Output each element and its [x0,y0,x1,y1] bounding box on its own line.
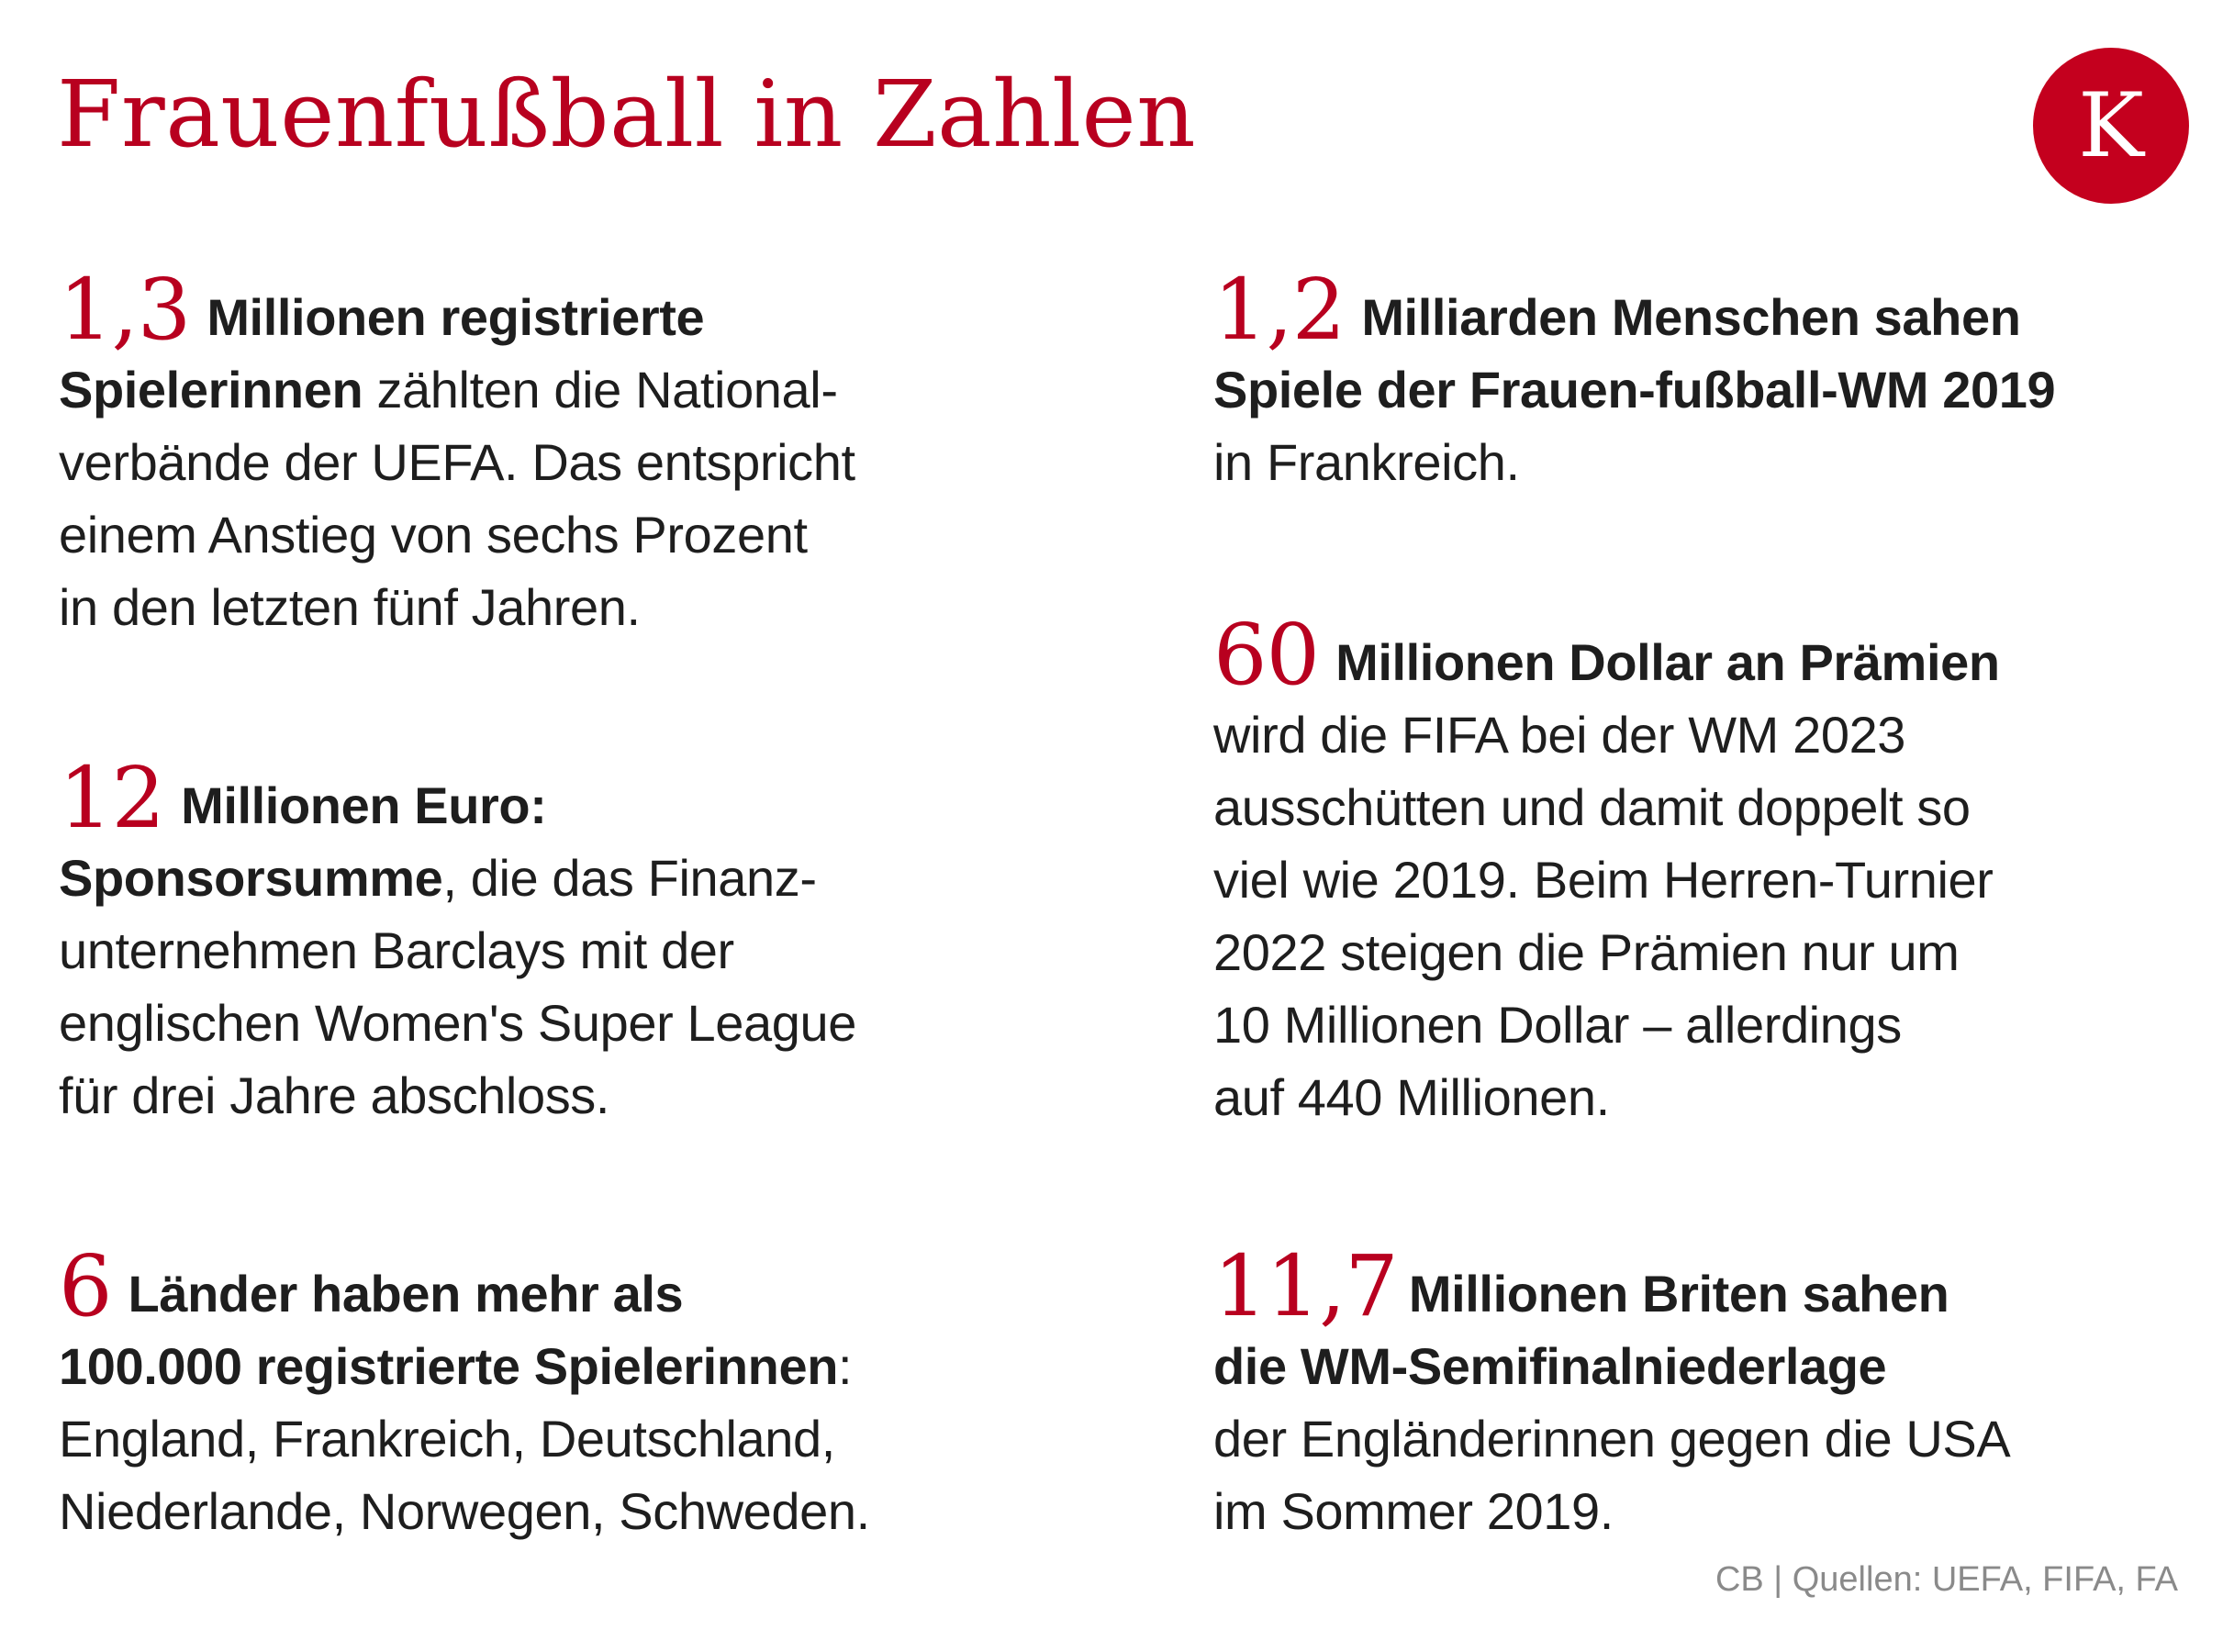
fact-text: in den letzten fünf Jahren. [59,578,641,636]
fact-headline: Millionen registrierte [207,288,705,346]
fact-viewers-worldcup: 1,2 Milliarden Menschen sahen Spiele der … [1213,268,2056,498]
publisher-logo: K [2033,48,2189,204]
fact-sponsorship: 12 Millionen Euro: Sponsorsumme, die das … [59,756,856,1132]
fact-text: viel wie 2019. Beim Herren-Turnier [1213,851,1994,909]
fact-text: , die das Finanz- [442,849,817,907]
fact-text: 2022 steigen die Prämien nur um [1213,923,1960,981]
fact-text: verbände der UEFA. Das entspricht [59,433,855,491]
fact-text: einem Anstieg von sechs Prozent [59,506,808,564]
fact-number: 1,3 [59,261,191,359]
logo-letter: K [2078,74,2144,177]
fact-text: wird die FIFA bei der WM 2023 [1213,706,1906,764]
fact-headline: Millionen Dollar an Prämien [1335,633,2000,691]
fact-number: 12 [59,749,165,847]
fact-number: 60 [1213,606,1320,704]
fact-text: 10 Millionen Dollar – allerdings [1213,996,1902,1054]
fact-headline: Milliarden Menschen sahen [1361,288,2021,346]
fact-text: ausschütten und damit doppelt so [1213,778,1971,836]
fact-headline: Länder haben mehr als [128,1265,684,1323]
fact-text: England, Frankreich, Deutschland, [59,1410,835,1468]
fact-headline-continued: Sponsorsumme [59,849,443,907]
fact-headline: Millionen Briten sahen [1408,1265,1949,1323]
page-title: Frauenfußball in Zahlen [57,61,1197,168]
fact-headline-continued: Spielerinnen [59,361,363,419]
fact-countries: 6 Länder haben mehr als 100.000 registrie… [59,1245,870,1547]
fact-text: : [838,1337,853,1395]
fact-number: 1,2 [1213,261,1346,359]
fact-headline-continued: die WM-Semifinalniederlage [1213,1337,1887,1395]
fact-text: auf 440 Millionen. [1213,1068,1610,1126]
fact-text: Niederlande, Norwegen, Schweden. [59,1482,870,1540]
fact-prize-money: 60 Millionen Dollar an Prämien wird die F… [1213,613,2000,1133]
fact-number: 6 [59,1237,113,1335]
fact-headline: Millionen Euro: [181,776,547,834]
source-credit: CB | Quellen: UEFA, FIFA, FA [1715,1560,2178,1599]
fact-text: in Frankreich. [1213,433,1520,491]
fact-registered-players: 1,3 Millionen registrierte Spielerinnen z… [59,268,855,643]
fact-british-viewers: 11,7 Millionen Briten sahen die WM-Semifi… [1213,1245,2011,1547]
fact-text: englischen Women's Super League [59,994,856,1052]
fact-text: im Sommer 2019. [1213,1482,1614,1540]
fact-text: zählten die National- [363,361,838,419]
fact-headline-continued: 100.000 registrierte Spielerinnen [59,1337,839,1395]
fact-text: unternehmen Barclays mit der [59,921,734,979]
fact-number: 11,7 [1213,1237,1399,1335]
fact-text: für drei Jahre abschloss. [59,1066,610,1124]
fact-text: der Engländerinnen gegen die USA [1213,1410,2011,1468]
fact-headline-continued: Spiele der Frauen-fußball-WM 2019 [1213,361,2056,419]
